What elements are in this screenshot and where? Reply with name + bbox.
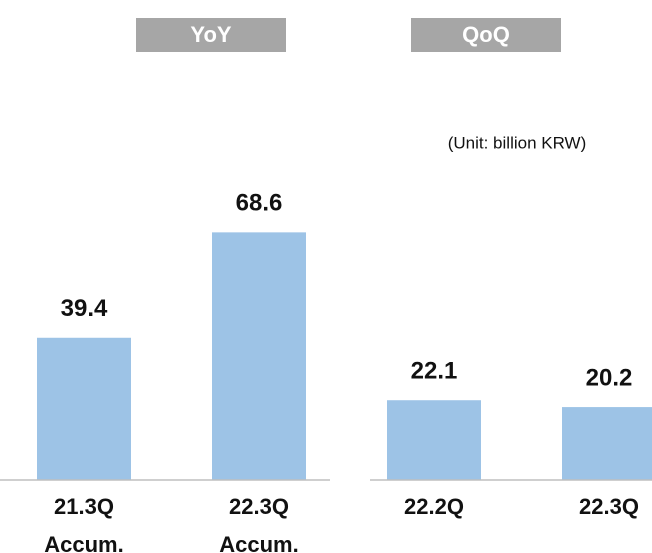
value-label: 39.4 — [61, 295, 108, 322]
chart-title: QoQ — [462, 22, 510, 47]
bar — [37, 337, 131, 480]
chart-title: YoY — [190, 22, 231, 47]
unit-label: (Unit: billion KRW) — [448, 133, 587, 152]
value-label: 22.1 — [411, 358, 458, 385]
category-label: 22.2Q — [404, 494, 464, 519]
bar — [562, 407, 652, 480]
value-label: 68.6 — [236, 190, 283, 217]
category-label: 22.3Q Accum. — [219, 494, 299, 553]
value-label: 20.2 — [586, 364, 633, 391]
bar — [387, 400, 481, 480]
title-banner — [411, 18, 561, 52]
category-label: 22.3Q — [579, 494, 639, 519]
title-banner — [136, 18, 286, 52]
bar — [212, 232, 306, 480]
category-label: 21.3Q Accum. — [44, 494, 124, 553]
